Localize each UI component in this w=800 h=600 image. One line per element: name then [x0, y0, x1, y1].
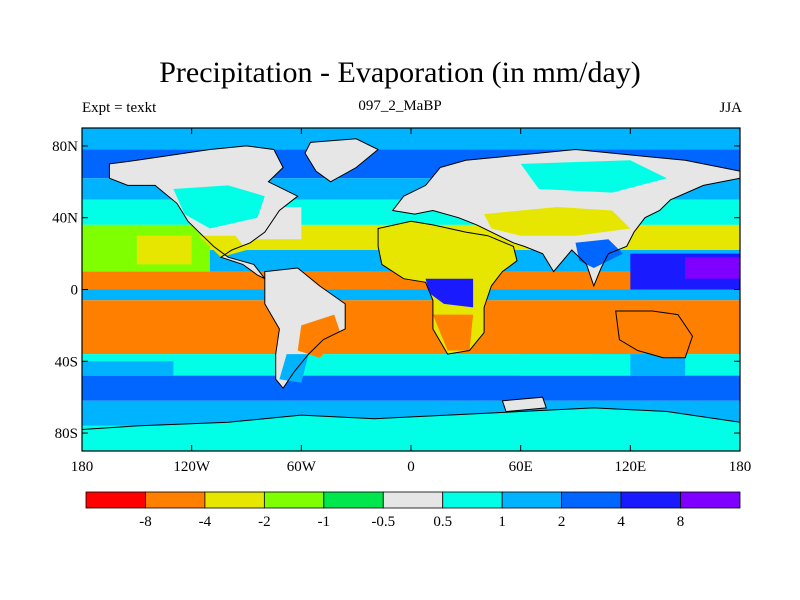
colorbar-label: 0.5	[433, 514, 452, 530]
colorbar-label: -0.5	[371, 514, 395, 530]
lon-tick-label: 180	[71, 459, 94, 475]
axis-layer: 80N 40N 0 40S 80S 180 120W 60W 0 60E 120E 180	[52, 128, 751, 475]
colorbar-box-7	[501, 491, 563, 509]
coastline-south-america	[264, 267, 346, 390]
colorbar-box-9	[620, 491, 681, 509]
lat-tick-label: 40N	[52, 211, 78, 227]
lat-tick-label: 80S	[55, 426, 78, 442]
coastline-antarctica	[82, 407, 740, 451]
colorbar-box-2	[204, 491, 265, 509]
lat-tick-label: 0	[71, 283, 79, 299]
land-africa-arabia-patch-2	[432, 314, 474, 351]
coastline-north-america	[108, 145, 299, 280]
plot-title: Precipitation - Evaporation (in mm/day)	[159, 56, 641, 89]
lon-tick-label: 120W	[173, 459, 211, 475]
lon-tick-label: 0	[407, 459, 415, 475]
land-antarctic-island	[502, 397, 547, 412]
land-greenland	[305, 138, 379, 182]
colorbar-label: -4	[199, 514, 212, 530]
land-africa-arabia-patch-0	[381, 239, 492, 279]
coastline-eurasia	[391, 148, 740, 288]
lat-tick-label: 40S	[55, 354, 78, 370]
colorbar-label: 2	[558, 514, 566, 530]
coastline-greenland	[304, 138, 380, 183]
colorbar: -8 -4 -2 -1 -0.5 0.5 1 2 4 8	[85, 491, 741, 530]
ocean-band-10	[82, 375, 740, 401]
ocean-band-0	[82, 128, 740, 150]
colorbar-box-6	[442, 491, 503, 509]
map-field-layer	[82, 128, 740, 451]
land-antarctica	[82, 407, 740, 451]
coastline-africa-arabia	[377, 220, 518, 355]
colorbar-box-8	[561, 491, 622, 509]
land-eurasia-patch-2	[575, 239, 623, 268]
colorbar-box-10	[680, 491, 741, 509]
colorbar-box-5	[382, 491, 444, 509]
colorbar-box-4	[323, 491, 384, 509]
colorbar-box-1	[145, 491, 206, 509]
lon-tick-label: 180	[729, 459, 752, 475]
coastline-australia-block	[615, 310, 694, 359]
land-south-america-patch-1	[279, 354, 309, 383]
ocean-patch-5	[685, 257, 740, 279]
colorbar-box-3	[263, 491, 325, 509]
ocean-patch-3	[82, 361, 174, 376]
land-africa-arabia-patch-1	[425, 278, 474, 308]
ocean-patch-1	[136, 235, 192, 265]
lon-tick-label: 60W	[287, 459, 317, 475]
lon-tick-label: 60E	[509, 459, 533, 475]
colorbar-label: 4	[617, 514, 625, 530]
colorbar-box-0	[85, 491, 146, 509]
ocean-patch-7	[520, 354, 631, 376]
colorbar-label: 1	[498, 514, 506, 530]
time-label: 097_2_MaBP	[358, 98, 442, 114]
colorbar-label: -8	[139, 514, 152, 530]
lat-tick-label: 80N	[52, 139, 78, 155]
experiment-label: Expt = texkt	[82, 100, 157, 116]
land-eurasia-patch-1	[520, 160, 667, 193]
ocean-band-7	[82, 289, 740, 301]
coastline-antarctic-island	[501, 396, 547, 413]
ocean-band-6	[82, 271, 740, 290]
land-australia-block	[615, 311, 693, 358]
land-eurasia-patch-0	[484, 207, 631, 236]
land-north-america-patch-1	[199, 235, 247, 258]
season-label: JJA	[719, 100, 742, 116]
coastline-layer	[82, 138, 740, 451]
land-north-america-patch-0	[173, 185, 265, 229]
land-south-america-patch-0	[297, 314, 342, 358]
colorbar-label: -2	[258, 514, 271, 530]
colorbar-label: -1	[318, 514, 331, 530]
lon-tick-label: 120E	[614, 459, 646, 475]
colorbar-label: 8	[677, 514, 685, 530]
